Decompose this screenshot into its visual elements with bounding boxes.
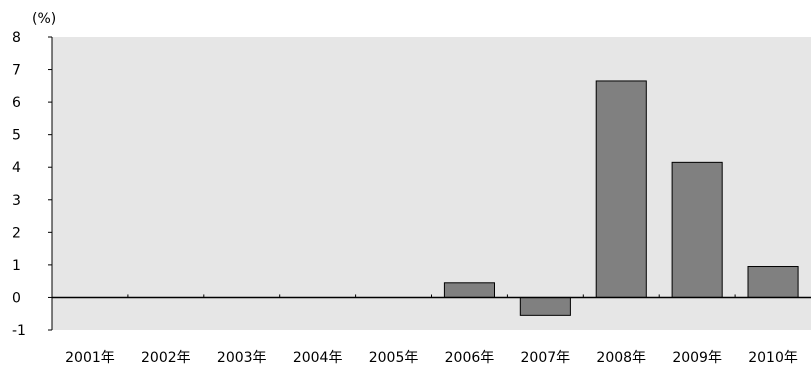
bars <box>443 80 799 316</box>
y-tick-label: 7 <box>12 63 21 79</box>
y-tick-label: 5 <box>12 128 21 144</box>
y-tick-label: 2 <box>12 225 21 241</box>
x-tick-label: 2003年 <box>217 350 267 366</box>
x-tick-label: 2009年 <box>672 350 722 366</box>
x-tick-label: 2005年 <box>369 350 419 366</box>
bar-2007年 <box>519 296 571 316</box>
x-tick-label: 2007年 <box>521 350 571 366</box>
x-tick-label: 2002年 <box>141 350 191 366</box>
bar-2010年 <box>747 266 799 298</box>
x-axis: 2001年 2002年 2003年 2004年 2005年 2006年 2007年 2008年… <box>65 294 798 366</box>
x-tick-label: 2010年 <box>748 350 798 366</box>
y-tick-label: 4 <box>12 160 21 176</box>
y-tick-label: 6 <box>12 95 21 111</box>
y-unit-label: (%) <box>32 11 56 27</box>
y-tick-label: 0 <box>12 290 21 306</box>
x-tick-label: 2008年 <box>596 350 646 366</box>
y-tick-label: 1 <box>12 258 21 274</box>
bar-2008年 <box>595 80 647 298</box>
bar-2006年 <box>443 282 495 298</box>
x-tick-label: 2001年 <box>65 350 115 366</box>
y-tick-label: 3 <box>12 193 21 209</box>
x-tick-label: 2006年 <box>445 350 495 366</box>
bar-2009年 <box>671 161 723 298</box>
x-tick-label: 2004年 <box>293 350 343 366</box>
y-tick-label: 8 <box>12 30 21 46</box>
y-tick-label: -1 <box>12 323 26 339</box>
y-axis: 8 7 6 5 4 3 2 1 0 -1 <box>12 30 52 339</box>
